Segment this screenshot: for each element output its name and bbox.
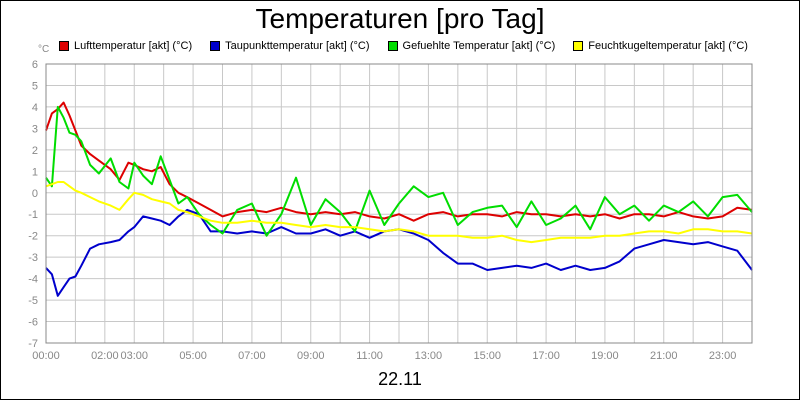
y-tick-label: 1 [32, 166, 38, 178]
y-tick-label: 3 [32, 123, 38, 135]
legend-label-gefuehlte-temperatur: Gefuehlte Temperatur [akt] (°C) [402, 40, 556, 52]
legend-swatch-lufttemperatur [59, 41, 69, 51]
legend-label-lufttemperatur: Lufttemperatur [akt] (°C) [74, 40, 193, 52]
x-tick-label: 21:00 [650, 350, 678, 362]
y-tick-label: 0 [32, 188, 38, 200]
legend-swatch-feuchtkugeltemperatur [573, 41, 584, 51]
x-tick-label: 23:00 [709, 350, 737, 362]
chart-title: Temperaturen [pro Tag] [255, 3, 545, 34]
y-tick-label: -6 [28, 317, 38, 329]
chart-date-label: 22.11 [378, 369, 422, 389]
x-tick-label: 15:00 [473, 350, 501, 362]
legend-item-feuchtkugeltemperatur: Feuchtkugeltemperatur [akt] (°C) [573, 39, 748, 53]
series-line-1 [45, 208, 753, 297]
plot-border [45, 63, 753, 344]
y-tick-label: -1 [28, 209, 38, 221]
y-tick-label: -5 [28, 295, 38, 307]
series-line-2 [45, 105, 753, 237]
x-tick-label: 02:00 [91, 350, 119, 362]
series-line-0 [45, 101, 753, 222]
x-tick-label: 07:00 [238, 350, 266, 362]
x-tick-label: 03:00 [120, 350, 148, 362]
y-tick-label: 4 [32, 102, 38, 114]
legend-item-taupunkttemperatur: Taupunkttemperatur [akt] (°C) [210, 39, 370, 53]
legend-item-gefuehlte-temperatur: Gefuehlte Temperatur [akt] (°C) [387, 39, 556, 53]
series-line-3 [45, 181, 753, 244]
y-tick-label: 6 [32, 59, 38, 71]
y-tick-label: -7 [28, 338, 38, 350]
legend-label-taupunkttemperatur: Taupunkttemperatur [akt] (°C) [225, 40, 370, 52]
y-tick-label: -2 [28, 231, 38, 243]
legend-item-lufttemperatur: Lufttemperatur [akt] (°C) [59, 39, 192, 53]
y-axis-unit: °C [38, 44, 50, 55]
y-tick-label: -4 [28, 274, 38, 286]
y-tick-label: -3 [28, 252, 38, 264]
x-tick-label: 05:00 [179, 350, 207, 362]
x-tick-label: 09:00 [297, 350, 325, 362]
x-tick-label: 11:00 [356, 350, 383, 362]
y-tick-label: 2 [32, 145, 38, 157]
chart-legend: Lufttemperatur [akt] (°C) Taupunkttemper… [59, 39, 766, 53]
x-tick-label: 19:00 [591, 350, 619, 362]
legend-swatch-gefuehlte-temperatur [387, 41, 398, 51]
legend-swatch-taupunkttemperatur [210, 41, 221, 51]
legend-label-feuchtkugeltemperatur: Feuchtkugeltemperatur [akt] (°C) [588, 40, 748, 52]
x-tick-label: 13:00 [415, 350, 443, 362]
x-tick-label: 17:00 [532, 350, 560, 362]
x-tick-label: 00:00 [32, 350, 60, 362]
y-tick-label: 5 [32, 80, 38, 92]
